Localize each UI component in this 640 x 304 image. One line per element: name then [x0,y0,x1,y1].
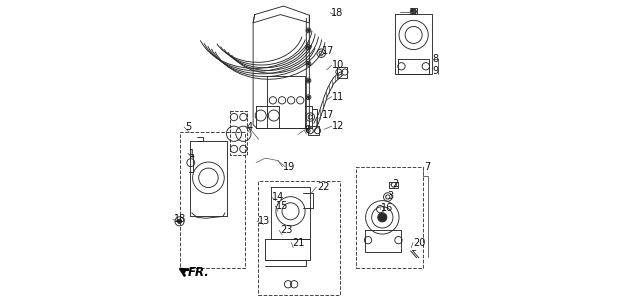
Bar [180,132,245,268]
Text: 3: 3 [387,191,393,201]
Text: 9: 9 [433,66,438,75]
Text: 17: 17 [323,110,335,120]
Circle shape [378,213,387,222]
Text: 18: 18 [173,215,186,224]
Text: 4: 4 [246,122,253,132]
Circle shape [307,29,310,32]
Text: 12: 12 [332,121,344,131]
Text: 2: 2 [392,179,399,189]
Text: 5: 5 [185,122,191,132]
Text: 15: 15 [276,201,288,211]
Circle shape [177,219,182,223]
Text: 18: 18 [331,8,343,18]
Circle shape [307,46,310,48]
Text: 19: 19 [283,162,295,171]
Text: 8: 8 [433,54,438,64]
Text: 6: 6 [305,125,311,135]
Bar [356,167,424,268]
Text: 7: 7 [424,162,430,171]
Text: 16: 16 [381,203,393,213]
Text: FR.: FR. [188,266,209,279]
Text: 22: 22 [317,182,330,192]
Text: 21: 21 [292,238,305,247]
Circle shape [307,63,310,65]
Circle shape [307,79,310,82]
Text: 13: 13 [258,216,270,226]
Text: 1: 1 [189,149,195,158]
Circle shape [410,9,417,15]
Bar [258,181,340,295]
Text: 11: 11 [332,92,344,102]
Circle shape [307,96,310,98]
Text: 14: 14 [272,192,284,202]
Text: 20: 20 [413,238,426,247]
Text: 10: 10 [332,60,344,70]
Text: 23: 23 [280,226,292,235]
Text: 17: 17 [323,46,335,56]
